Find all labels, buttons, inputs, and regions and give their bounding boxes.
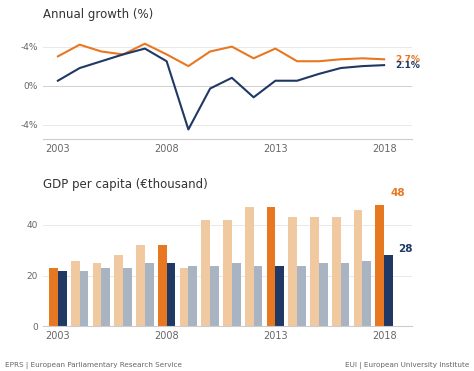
Bar [354, 210, 362, 326]
Text: Annual growth (%): Annual growth (%) [43, 8, 153, 21]
Bar [288, 217, 297, 326]
Bar [136, 245, 145, 326]
Bar [58, 271, 66, 326]
Bar [319, 263, 328, 326]
Bar [93, 263, 101, 326]
Bar [167, 263, 175, 326]
Bar [310, 217, 319, 326]
Text: 28: 28 [399, 244, 413, 254]
Text: 2.1%: 2.1% [395, 60, 420, 70]
Bar [375, 205, 384, 326]
Text: 48: 48 [391, 188, 406, 198]
Bar [158, 245, 167, 326]
Bar [71, 260, 80, 326]
Text: EPRS | European Parliamentary Research Service: EPRS | European Parliamentary Research S… [5, 362, 182, 369]
Bar [188, 266, 197, 326]
Bar [123, 268, 132, 326]
Bar [145, 263, 154, 326]
Bar [232, 263, 241, 326]
Bar [275, 266, 284, 326]
Bar [384, 255, 393, 326]
Bar [114, 255, 123, 326]
Bar [201, 220, 210, 326]
Bar [254, 266, 262, 326]
Bar [49, 268, 58, 326]
Bar [332, 217, 341, 326]
Bar [80, 271, 88, 326]
Text: GDP per capita (€thousand): GDP per capita (€thousand) [43, 178, 208, 191]
Text: EUI | European University Institute: EUI | European University Institute [345, 362, 469, 369]
Bar [362, 260, 371, 326]
Bar [210, 266, 219, 326]
Bar [245, 207, 254, 326]
Bar [101, 268, 110, 326]
Bar [267, 207, 275, 326]
Text: 2.7%: 2.7% [395, 55, 420, 64]
Bar [341, 263, 349, 326]
Bar [180, 268, 188, 326]
Bar [223, 220, 232, 326]
Bar [297, 266, 306, 326]
